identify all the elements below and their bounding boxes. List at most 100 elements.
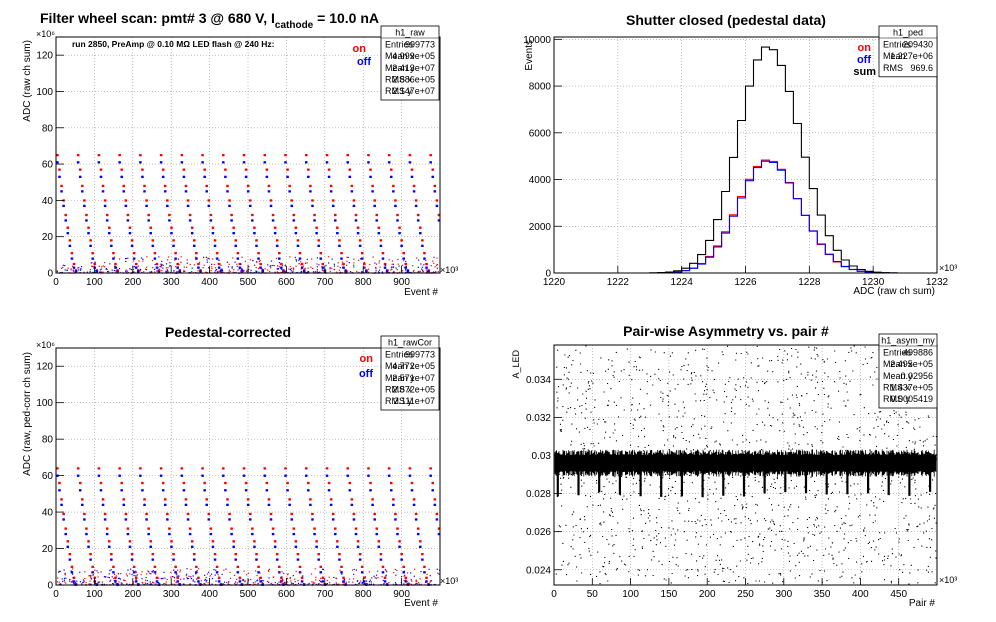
data-point-off xyxy=(328,489,331,492)
data-point-low xyxy=(205,256,207,258)
data-point-low xyxy=(165,583,167,585)
data-point-off xyxy=(349,175,352,178)
data-point-on xyxy=(419,540,422,543)
data-point-low xyxy=(294,581,296,583)
data-point-off xyxy=(160,161,163,164)
data-point-on xyxy=(110,553,113,556)
data-point-low xyxy=(74,271,76,273)
data-point-low xyxy=(222,271,224,273)
data-point-low xyxy=(161,577,163,580)
data-point-low xyxy=(285,581,287,583)
data-point-low xyxy=(249,259,252,261)
data-point-on xyxy=(340,565,343,568)
data-point-low xyxy=(342,581,345,583)
data-point-low xyxy=(298,263,300,265)
data-point-low xyxy=(246,582,249,584)
data-point-low xyxy=(173,569,175,571)
data-point-low xyxy=(111,582,114,585)
data-point-off xyxy=(143,190,146,193)
data-point-low xyxy=(394,568,397,571)
data-point-low xyxy=(186,262,188,264)
data-point-off xyxy=(94,580,97,583)
data-point-on xyxy=(131,239,134,242)
data-point-low xyxy=(383,583,385,585)
x-tick-label: 100 xyxy=(622,589,639,600)
data-point-on xyxy=(118,467,121,470)
data-point-low xyxy=(430,580,433,582)
data-point-low xyxy=(359,582,361,584)
data-point-low xyxy=(316,266,318,268)
data-point-low xyxy=(242,579,244,582)
data-point-off xyxy=(342,266,345,269)
data-point-off xyxy=(241,270,244,273)
data-point-on xyxy=(197,576,200,579)
stats-label: RMS xyxy=(883,63,903,73)
data-point-low xyxy=(231,266,233,268)
data-point-low xyxy=(353,573,355,575)
data-point-off xyxy=(197,266,200,269)
data-point-off xyxy=(125,518,128,521)
data-point-low xyxy=(341,573,343,575)
data-point-low xyxy=(199,270,201,272)
y-tick-label: 40 xyxy=(42,196,54,207)
data-point-low xyxy=(416,257,418,259)
data-point-low xyxy=(109,570,111,572)
data-point-off xyxy=(230,219,233,222)
data-point-low xyxy=(125,269,127,271)
data-point-off xyxy=(320,257,323,260)
data-point-on xyxy=(60,498,63,501)
data-point-low xyxy=(167,267,169,269)
data-point-low xyxy=(193,264,195,266)
data-point-low xyxy=(165,581,167,583)
data-point-off xyxy=(340,571,343,574)
data-point-on xyxy=(251,527,254,530)
stats-value: 0.0005419 xyxy=(890,394,933,404)
data-point-off xyxy=(291,518,294,521)
data-point-low xyxy=(325,264,327,267)
legend-on: on xyxy=(360,353,374,365)
data-point-off xyxy=(376,219,379,222)
data-point-off xyxy=(353,518,356,521)
x-tick-label: 300 xyxy=(163,277,180,288)
data-point-low xyxy=(381,576,383,578)
data-point-low xyxy=(100,268,103,270)
data-point-low xyxy=(326,579,328,582)
data-point-on xyxy=(276,239,279,242)
data-point-low xyxy=(125,573,128,575)
data-point-on xyxy=(432,168,435,171)
data-point-low xyxy=(196,257,198,259)
data-point-low xyxy=(204,578,207,581)
data-point-low xyxy=(211,268,213,270)
data-point-off xyxy=(85,219,88,222)
data-point-low xyxy=(173,583,175,585)
data-point-on xyxy=(259,576,262,579)
data-point-on xyxy=(164,498,167,501)
data-point-low xyxy=(200,580,202,582)
data-point-off xyxy=(83,204,86,208)
data-point-low xyxy=(374,262,376,264)
data-point-low xyxy=(282,271,284,273)
data-point-off xyxy=(286,175,289,178)
data-point-low xyxy=(183,578,185,580)
data-point-low xyxy=(64,577,66,579)
data-point-off xyxy=(185,190,188,193)
data-point-on xyxy=(268,498,271,501)
stats-label: Mean x xyxy=(883,359,913,369)
data-point-low xyxy=(68,580,71,582)
data-point-low xyxy=(255,270,257,272)
data-point-on xyxy=(268,184,271,188)
data-point-low xyxy=(301,580,303,582)
data-point-on xyxy=(438,527,441,530)
data-point-off xyxy=(257,571,260,574)
data-point-on xyxy=(143,498,146,501)
data-point-low xyxy=(133,260,135,262)
data-point-low xyxy=(164,577,166,579)
data-point-off xyxy=(282,270,285,273)
data-point-low xyxy=(206,573,209,575)
data-point-on xyxy=(58,481,61,485)
data-point-on xyxy=(402,565,405,568)
data-point-on xyxy=(168,527,171,530)
panel-corrected-x-ticks: 0 100 200 300 400 500 600 700 800 900 xyxy=(53,578,410,600)
